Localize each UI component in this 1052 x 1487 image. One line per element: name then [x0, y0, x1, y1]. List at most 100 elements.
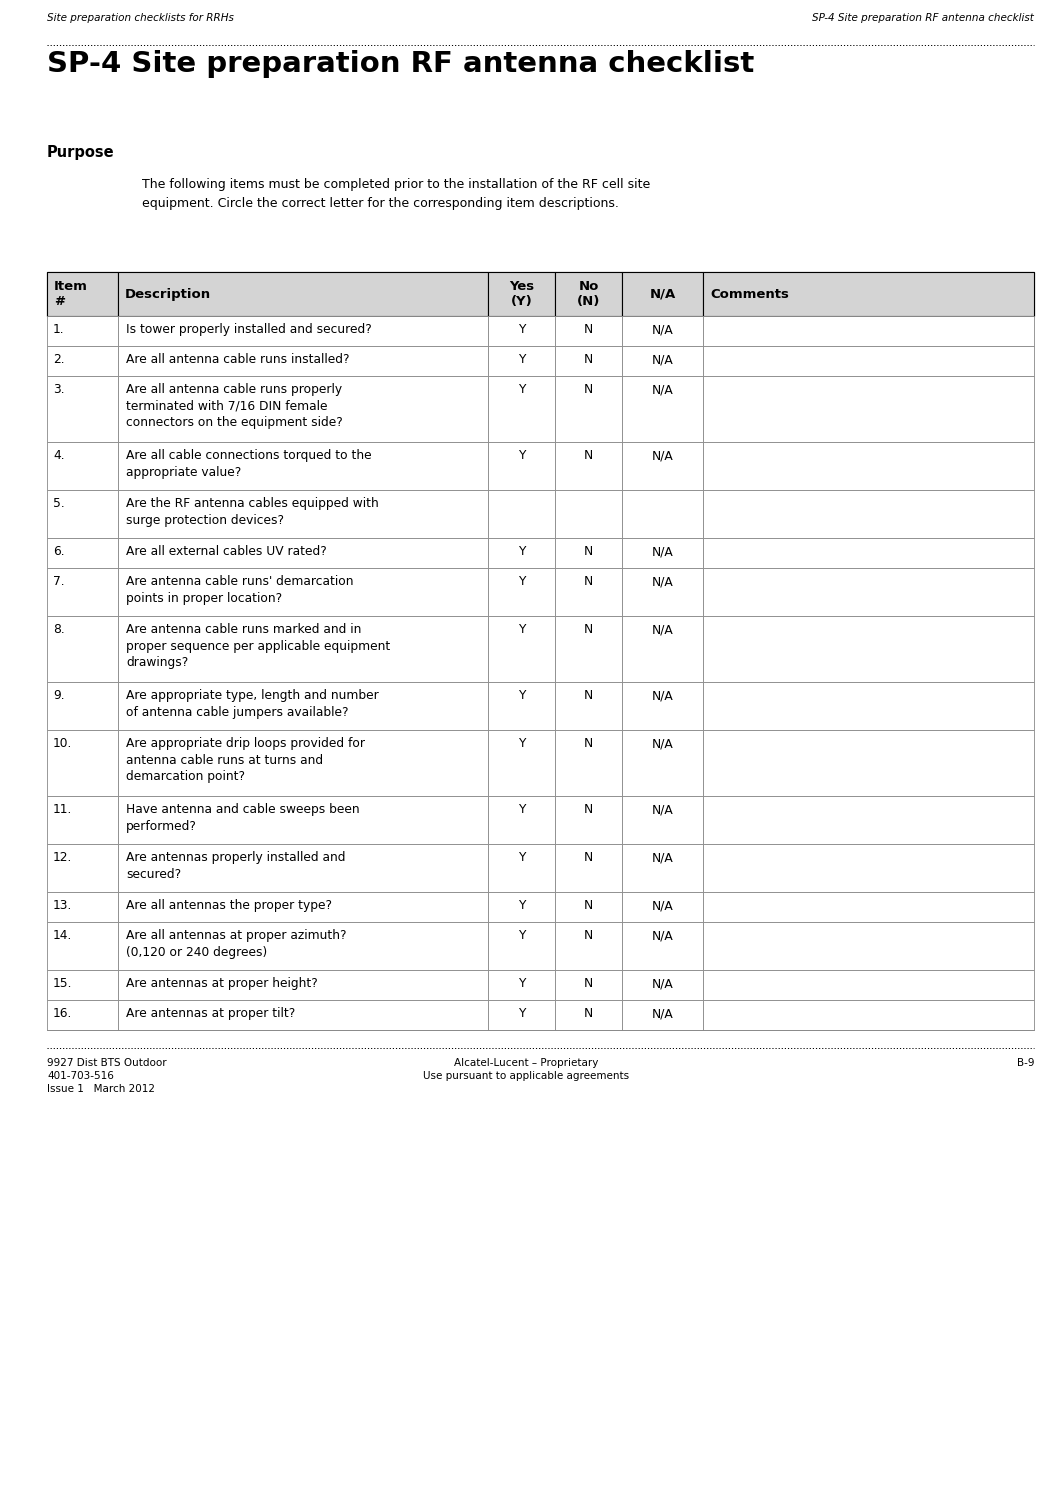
Bar — [488, 346, 555, 376]
Bar — [488, 683, 555, 730]
Bar — [118, 999, 488, 1030]
Text: Are all antenna cable runs installed?: Are all antenna cable runs installed? — [126, 352, 349, 366]
Text: N/A: N/A — [652, 623, 673, 636]
Text: N/A: N/A — [652, 323, 673, 336]
Text: Have antenna and cable sweeps been
performed?: Have antenna and cable sweeps been perfo… — [126, 803, 360, 833]
Bar — [555, 999, 623, 1030]
Bar — [704, 796, 1034, 845]
Bar — [488, 892, 555, 922]
Text: Y: Y — [518, 623, 525, 636]
Bar — [47, 616, 118, 683]
Bar — [704, 538, 1034, 568]
Text: Are the RF antenna cables equipped with
surge protection devices?: Are the RF antenna cables equipped with … — [126, 497, 379, 526]
Bar — [623, 796, 704, 845]
Bar — [47, 922, 118, 970]
Text: N/A: N/A — [650, 287, 676, 300]
Text: Y: Y — [518, 1007, 525, 1020]
Bar — [118, 491, 488, 538]
Text: SP-4 Site preparation RF antenna checklist: SP-4 Site preparation RF antenna checkli… — [47, 51, 754, 77]
Bar — [488, 999, 555, 1030]
Text: The following items must be completed prior to the installation of the RF cell s: The following items must be completed pr… — [142, 178, 650, 211]
Text: N/A: N/A — [652, 851, 673, 864]
Bar — [555, 568, 623, 616]
Text: 14.: 14. — [53, 929, 73, 941]
Bar — [47, 999, 118, 1030]
Bar — [704, 317, 1034, 346]
Bar — [118, 616, 488, 683]
Bar — [623, 491, 704, 538]
Bar — [47, 730, 118, 796]
Bar — [623, 317, 704, 346]
Bar — [623, 892, 704, 922]
Bar — [488, 442, 555, 491]
Text: N/A: N/A — [652, 1007, 673, 1020]
Bar — [488, 538, 555, 568]
Bar — [555, 272, 623, 317]
Text: Y: Y — [518, 929, 525, 941]
Bar — [555, 346, 623, 376]
Bar — [623, 999, 704, 1030]
Text: N: N — [584, 1007, 593, 1020]
Bar — [47, 376, 118, 442]
Text: N: N — [584, 688, 593, 702]
Text: Site preparation checklists for RRHs: Site preparation checklists for RRHs — [47, 13, 234, 22]
Bar — [623, 922, 704, 970]
Text: Item
#: Item # — [54, 280, 88, 308]
Text: Y: Y — [518, 352, 525, 366]
Bar — [118, 892, 488, 922]
Text: N/A: N/A — [652, 352, 673, 366]
Bar — [555, 317, 623, 346]
Bar — [555, 730, 623, 796]
Bar — [47, 346, 118, 376]
Text: N/A: N/A — [652, 384, 673, 396]
Text: N: N — [584, 623, 593, 636]
Text: Are antenna cable runs marked and in
proper sequence per applicable equipment
dr: Are antenna cable runs marked and in pro… — [126, 623, 390, 669]
Text: 16.: 16. — [53, 1007, 73, 1020]
Bar — [704, 892, 1034, 922]
Text: N/A: N/A — [652, 688, 673, 702]
Bar — [623, 730, 704, 796]
Text: N/A: N/A — [652, 900, 673, 912]
Text: N: N — [584, 803, 593, 816]
Text: Y: Y — [518, 323, 525, 336]
Bar — [623, 683, 704, 730]
Bar — [555, 442, 623, 491]
Text: N/A: N/A — [652, 575, 673, 587]
Text: Are all cable connections torqued to the
appropriate value?: Are all cable connections torqued to the… — [126, 449, 371, 479]
Text: 1.: 1. — [53, 323, 64, 336]
Bar — [704, 491, 1034, 538]
Bar — [488, 376, 555, 442]
Bar — [704, 346, 1034, 376]
Bar — [555, 683, 623, 730]
Bar — [118, 317, 488, 346]
Text: Y: Y — [518, 688, 525, 702]
Text: 11.: 11. — [53, 803, 73, 816]
Bar — [623, 568, 704, 616]
Bar — [488, 491, 555, 538]
Bar — [47, 442, 118, 491]
Text: Are antenna cable runs' demarcation
points in proper location?: Are antenna cable runs' demarcation poin… — [126, 575, 353, 605]
Bar — [488, 730, 555, 796]
Bar — [118, 568, 488, 616]
Bar — [488, 845, 555, 892]
Bar — [118, 683, 488, 730]
Text: Are antennas at proper height?: Are antennas at proper height? — [126, 977, 318, 990]
Text: SP-4 Site preparation RF antenna checklist: SP-4 Site preparation RF antenna checkli… — [812, 13, 1034, 22]
Bar — [623, 442, 704, 491]
Text: 12.: 12. — [53, 851, 73, 864]
Bar — [704, 683, 1034, 730]
Text: 4.: 4. — [53, 449, 64, 462]
Bar — [47, 491, 118, 538]
Bar — [488, 796, 555, 845]
Text: Are all external cables UV rated?: Are all external cables UV rated? — [126, 546, 327, 558]
Text: N: N — [584, 900, 593, 912]
Bar — [118, 796, 488, 845]
Bar — [47, 272, 1034, 317]
Text: N: N — [584, 851, 593, 864]
Text: N: N — [584, 384, 593, 396]
Bar — [488, 970, 555, 999]
Text: 7.: 7. — [53, 575, 64, 587]
Bar — [118, 922, 488, 970]
Text: N/A: N/A — [652, 449, 673, 462]
Bar — [118, 272, 488, 317]
